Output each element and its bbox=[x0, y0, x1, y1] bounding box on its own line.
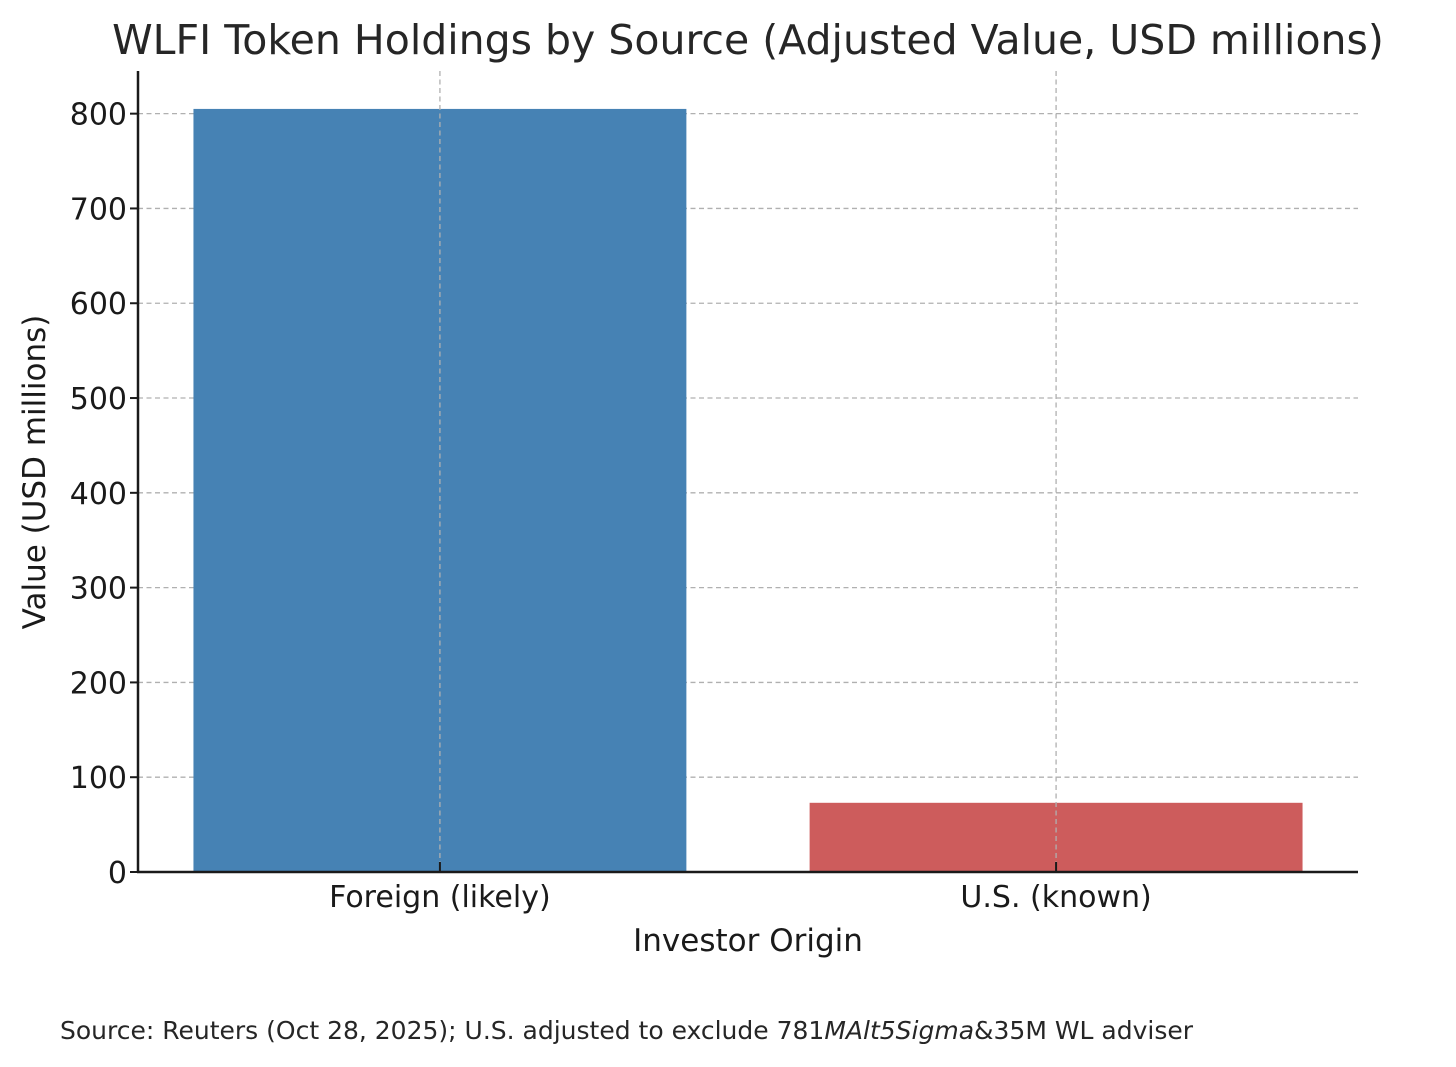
source-footnote-italic: MAlt5Sigma bbox=[824, 1016, 974, 1045]
x-tick-label: Foreign (likely) bbox=[329, 880, 551, 915]
source-footnote-suffix: &35M WL adviser bbox=[974, 1016, 1194, 1045]
y-axis-label: Value (USD millions) bbox=[17, 315, 53, 630]
x-tick-labels: Foreign (likely) U.S. (known) bbox=[329, 880, 1152, 915]
x-tick-label: U.S. (known) bbox=[960, 880, 1151, 915]
y-tick-label: 700 bbox=[70, 192, 127, 227]
y-tick-label: 600 bbox=[70, 287, 127, 322]
y-tick-label: 100 bbox=[70, 761, 127, 796]
y-tick-label: 200 bbox=[70, 666, 127, 701]
bars bbox=[193, 108, 1303, 872]
y-tick-label: 500 bbox=[70, 382, 127, 417]
y-tick-label: 800 bbox=[70, 98, 127, 133]
source-footnote: Source: Reuters (Oct 28, 2025); U.S. adj… bbox=[60, 1016, 1194, 1045]
source-footnote-prefix: Source: Reuters (Oct 28, 2025); U.S. adj… bbox=[60, 1016, 824, 1045]
y-tick-label: 400 bbox=[70, 477, 127, 512]
y-tick-label: 300 bbox=[70, 572, 127, 607]
y-tick-label: 0 bbox=[108, 856, 127, 891]
chart-title: WLFI Token Holdings by Source (Adjusted … bbox=[112, 16, 1384, 64]
axes bbox=[130, 71, 1358, 874]
x-axis-label: Investor Origin bbox=[633, 923, 863, 959]
y-tick-labels: 0 100 200 300 400 500 600 700 800 bbox=[70, 98, 127, 891]
